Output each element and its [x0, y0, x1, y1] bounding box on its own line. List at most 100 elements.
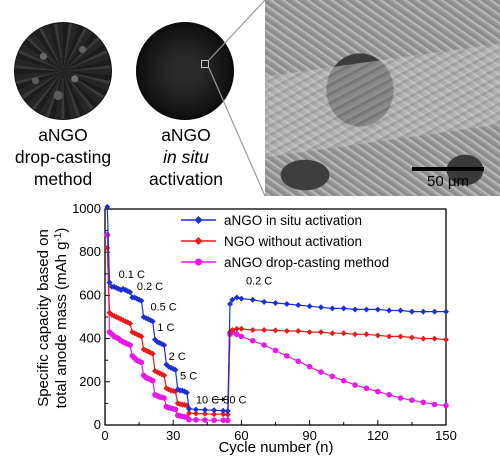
- data-point: [104, 232, 111, 238]
- data-point: [329, 330, 336, 337]
- data-point: [234, 331, 240, 338]
- data-point: [122, 318, 129, 325]
- data-point: [104, 203, 111, 210]
- data-point: [124, 319, 131, 326]
- data-point: [192, 406, 199, 413]
- data-point: [161, 372, 168, 379]
- data-point: [220, 417, 227, 424]
- data-point: [306, 329, 313, 336]
- data-point: [374, 332, 381, 339]
- data-point: [106, 279, 113, 286]
- legend-label: NGO without activation: [224, 234, 362, 249]
- data-point: [149, 318, 156, 325]
- data-point: [149, 377, 156, 384]
- rate-annotations: 0.1 C0.2 C0.5 C1 C2 C5 C10 C 30 C0.2 C: [119, 269, 273, 406]
- data-point: [172, 406, 179, 413]
- data-point: [224, 411, 231, 418]
- data-point: [161, 395, 167, 401]
- data-point: [238, 295, 245, 302]
- scale-bar: [412, 167, 484, 171]
- data-point: [420, 308, 427, 315]
- legend: aNGO in situ activation NGO without activ…: [181, 213, 389, 270]
- data-point: [295, 302, 302, 309]
- caption-in-situ-line1: aNGO: [161, 125, 211, 145]
- legend-entry: aNGO drop-casting method: [181, 255, 389, 270]
- legend-entry: aNGO in situ activation: [181, 213, 362, 228]
- data-point: [431, 308, 438, 315]
- data-point: [202, 410, 209, 417]
- data-point: [220, 407, 227, 414]
- caption-drop-casting-line1: aNGO: [38, 125, 88, 145]
- data-point: [192, 410, 199, 417]
- data-point: [397, 307, 404, 314]
- rate-label: 0.1 C: [119, 269, 145, 281]
- data-point: [249, 326, 256, 333]
- data-point: [340, 330, 347, 337]
- data-point: [386, 333, 393, 340]
- y-tick-label: 200: [79, 374, 101, 389]
- data-point: [202, 417, 208, 423]
- data-point: [431, 335, 438, 342]
- data-point: [122, 287, 129, 293]
- data-point: [172, 366, 179, 373]
- legend-marker: [195, 258, 202, 266]
- x-tick-label: 120: [367, 428, 389, 443]
- data-point: [374, 306, 381, 313]
- zoom-connector-bottom: [208, 67, 266, 197]
- data-point: [272, 327, 279, 334]
- data-point: [224, 417, 231, 424]
- data-point: [284, 353, 290, 359]
- data-point: [202, 406, 209, 413]
- data-point: [408, 334, 415, 341]
- data-point: [306, 363, 313, 370]
- data-point: [408, 308, 415, 315]
- data-point: [193, 417, 199, 423]
- data-point: [363, 306, 370, 313]
- caption-in-situ: aNGO in situ activation: [131, 124, 241, 190]
- x-tick-label: 150: [435, 428, 457, 443]
- data-point: [220, 411, 227, 418]
- data-point: [161, 342, 168, 349]
- data-point: [295, 358, 302, 365]
- data-point: [127, 320, 134, 327]
- x-tick-label: 30: [166, 428, 180, 443]
- data-point: [186, 416, 192, 423]
- caption-in-situ-line2: in situ: [131, 146, 241, 168]
- y-tick-label: 600: [79, 287, 101, 302]
- zoom-connector-top: [208, 0, 266, 61]
- scale-bar-label: 50 μm: [427, 173, 469, 190]
- y-tick-label: 1000: [72, 201, 101, 216]
- data-point: [420, 335, 427, 342]
- series-ngo-without-activation: [104, 244, 449, 418]
- y-tick-label: 0: [94, 417, 101, 432]
- data-point: [261, 326, 268, 333]
- data-point: [363, 385, 370, 392]
- data-point: [340, 305, 347, 312]
- in-situ-electrode-photo: [136, 22, 234, 120]
- y-axis-title-line2: total anode mass (mAh g-1): [53, 228, 70, 409]
- data-point: [443, 402, 449, 409]
- data-point: [317, 304, 324, 311]
- data-point: [233, 325, 240, 332]
- legend-label: aNGO drop-casting method: [224, 255, 389, 270]
- y-axis-title-tail: ): [53, 228, 70, 233]
- axis-ticks: 0 30 60 90 120 150 0 200 400 600 800 1000: [72, 201, 457, 443]
- data-point: [340, 377, 347, 384]
- data-point: [420, 399, 427, 406]
- rate-label: 0.5 C: [150, 302, 176, 314]
- data-point: [138, 333, 145, 340]
- data-point: [138, 297, 145, 304]
- data-point: [261, 342, 267, 348]
- x-tick-label: 60: [234, 428, 248, 443]
- y-tick-label: 800: [79, 244, 101, 259]
- data-point: [183, 389, 190, 396]
- rate-arrow-head: [222, 396, 227, 402]
- legend-marker: [194, 237, 203, 245]
- rate-label: 5 C: [180, 371, 197, 383]
- data-point: [229, 296, 236, 303]
- series-ango-in-situ-activation: [104, 203, 449, 414]
- data-point: [397, 395, 404, 401]
- data-point: [211, 417, 217, 424]
- sem-micrograph: [265, 0, 500, 196]
